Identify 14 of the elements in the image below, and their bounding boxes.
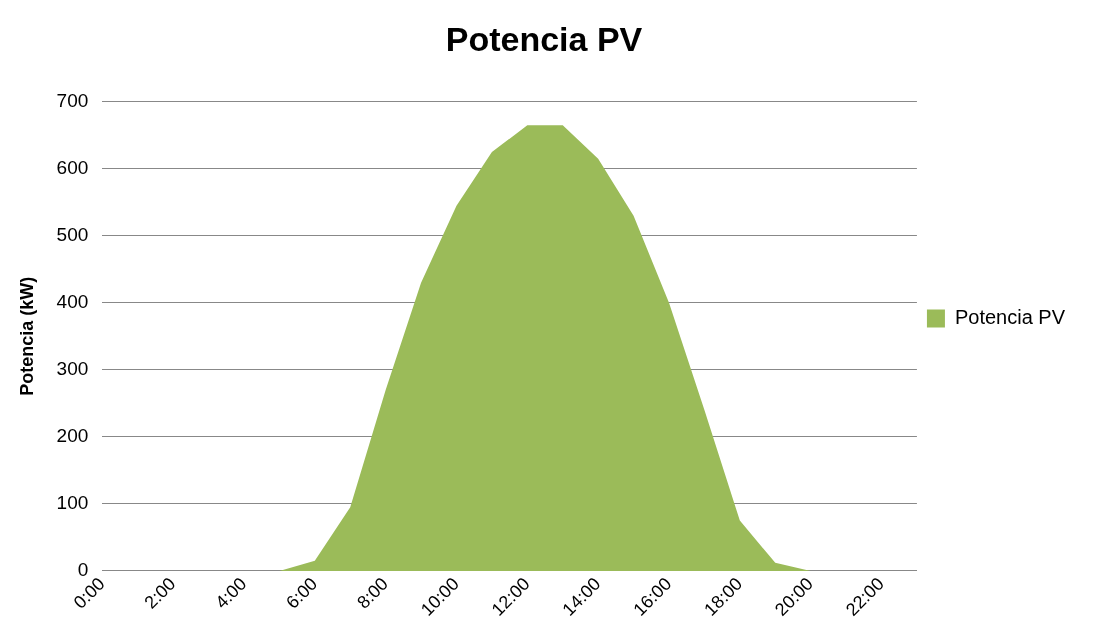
x-tick-label: 6:00 [282,573,322,613]
y-tick-label: 0 [77,559,89,581]
legend-label: Potencia PV [954,306,1066,329]
x-tick-label: 4:00 [211,573,251,613]
y-axis-title: Potencia (kW) [16,276,37,396]
y-tick-label: 300 [56,358,89,380]
y-tick-label: 400 [56,291,89,313]
y-tick-label: 200 [56,425,89,447]
y-tick-label: 600 [56,157,89,179]
y-tick-label: 100 [56,492,89,514]
y-tick-label: 500 [56,224,89,246]
x-tick-label: 8:00 [353,573,392,613]
chart-title: Potencia PV [445,19,643,58]
y-tick-label: 700 [56,90,89,112]
